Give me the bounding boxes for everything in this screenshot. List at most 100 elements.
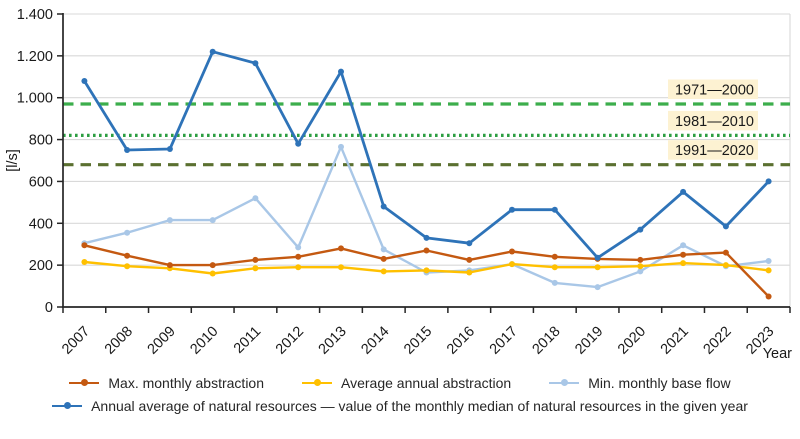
legend-item: Min. monthly base flow (549, 374, 731, 391)
x-tick-label: 2018 (529, 324, 563, 358)
x-axis-title: Year (763, 346, 792, 362)
data-point (423, 267, 430, 274)
data-point (765, 258, 772, 264)
x-tick-label: 2007 (59, 324, 93, 358)
legend-line-marker-icon (549, 378, 579, 387)
data-point (81, 259, 88, 265)
data-point (594, 254, 601, 261)
legend-row-1: Max. monthly abstraction Average annual a… (0, 371, 800, 394)
data-point (637, 268, 644, 275)
y-tick-label: 400 (29, 216, 53, 232)
data-point (765, 267, 772, 274)
data-point (680, 251, 687, 258)
data-point (551, 279, 558, 286)
y-tick-label: 200 (29, 258, 53, 274)
data-point (551, 253, 558, 260)
data-point (466, 240, 473, 247)
legend-dot-icon (560, 379, 568, 386)
x-tick-label: 2015 (401, 324, 435, 358)
data-point (124, 263, 131, 270)
x-tick-label: 2012 (273, 324, 307, 358)
legend-item: Average annual abstraction (302, 376, 511, 390)
data-point (295, 140, 302, 147)
data-point (680, 188, 687, 195)
data-point (166, 217, 173, 224)
data-point (594, 284, 601, 291)
legend-label: Max. monthly abstraction (108, 374, 264, 391)
data-point (338, 68, 344, 75)
data-point (509, 261, 515, 268)
legend-line-marker-icon (302, 378, 332, 387)
y-tick-label: 0 (45, 300, 53, 316)
reference-label-2: 1991—2020 (675, 143, 754, 159)
data-point (637, 226, 644, 233)
data-point (252, 265, 259, 272)
data-point (466, 256, 473, 263)
x-tick-label: 2017 (487, 324, 521, 358)
legend-item: Max. monthly abstraction (69, 376, 264, 390)
data-point (124, 252, 131, 259)
data-point (680, 260, 687, 267)
chart-legend: Max. monthly abstraction Average annual a… (0, 371, 800, 417)
x-tick-label: 2020 (615, 324, 649, 358)
reference-label-1: 1981—2010 (675, 114, 754, 130)
x-tick-label: 2013 (316, 324, 350, 358)
line-chart-canvas: 1971—2000 1981—2010 1991—2020 0 200 400 600 800… (5, 7, 792, 362)
legend-item: Annual average of natural resources — va… (52, 399, 748, 413)
x-tick-label: 2021 (658, 324, 692, 358)
data-point (295, 264, 302, 271)
data-point (209, 217, 216, 224)
series-line (83, 50, 770, 260)
x-tick-label: 2016 (444, 324, 478, 358)
legend-dot-icon (63, 402, 71, 409)
data-point (722, 262, 729, 269)
data-point (765, 178, 772, 185)
legend-dot-icon (313, 379, 321, 386)
data-point (680, 242, 687, 249)
data-point (81, 78, 88, 84)
reference-label-0: 1971—2000 (675, 82, 754, 98)
data-point (380, 255, 387, 262)
data-point (380, 203, 387, 210)
data-point (124, 229, 131, 236)
x-tick-label: 2014 (358, 324, 392, 358)
legend-label: Min. monthly base flow (588, 374, 731, 391)
reference-label-box (668, 140, 758, 160)
data-point (423, 234, 430, 241)
data-point (81, 242, 88, 249)
y-tick-label: 1.400 (17, 7, 53, 23)
data-point (594, 264, 601, 271)
data-point (166, 146, 173, 152)
data-point (765, 293, 772, 300)
y-tick-label: 1.200 (17, 49, 53, 65)
data-point (209, 262, 216, 269)
legend-row-2: Annual average of natural resources — va… (0, 394, 800, 417)
data-point (252, 256, 259, 263)
x-tick-label: 2009 (145, 324, 179, 358)
y-tick-label: 600 (29, 174, 53, 190)
data-point (209, 48, 216, 55)
legend-label: Annual average of natural resources — va… (91, 397, 748, 414)
legend-line-marker-icon (69, 378, 99, 387)
data-point (637, 263, 644, 270)
data-point (124, 147, 131, 153)
data-point (338, 264, 344, 271)
data-point (509, 206, 515, 213)
y-tick-label: 800 (29, 133, 53, 149)
data-point (338, 245, 344, 252)
data-point (380, 246, 387, 253)
x-tick-label: 2019 (572, 324, 606, 358)
legend-dot-icon (80, 379, 88, 386)
data-point (637, 256, 644, 263)
reference-label-box (668, 110, 758, 131)
data-point (509, 248, 515, 255)
data-point (722, 249, 729, 256)
data-point (252, 60, 259, 67)
x-tick-label: 2011 (231, 324, 264, 357)
legend-line-marker-icon (52, 401, 82, 410)
data-point (338, 143, 344, 150)
x-tick-label: 2008 (102, 324, 136, 358)
x-tick-label: 2022 (701, 324, 735, 358)
data-point (466, 269, 473, 276)
reference-label-box (668, 79, 758, 99)
